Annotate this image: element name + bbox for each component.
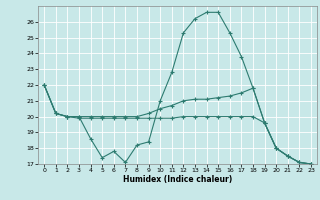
X-axis label: Humidex (Indice chaleur): Humidex (Indice chaleur): [123, 175, 232, 184]
